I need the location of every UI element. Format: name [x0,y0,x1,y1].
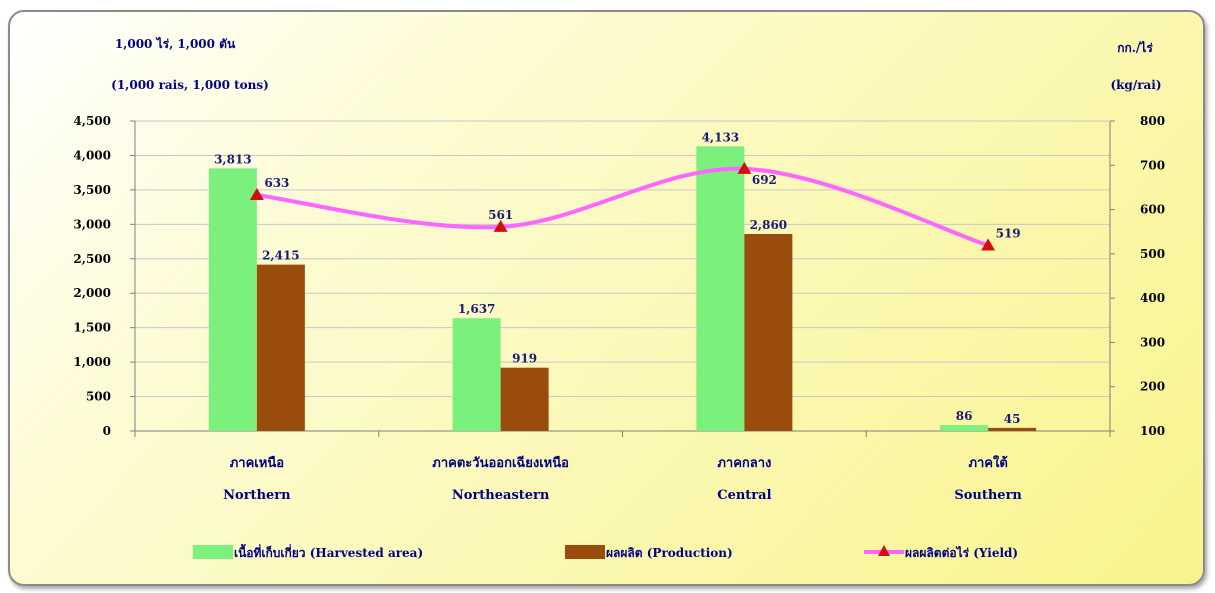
yield-point-marker [493,219,508,232]
yield-data-label: 692 [752,173,777,187]
category-label-th: ภาคเหนือ [230,455,284,471]
right-axis-tick-label: 400 [1140,291,1165,305]
right-axis-tick-label: 100 [1140,424,1165,438]
yield-point-marker [981,238,996,251]
right-axis-tick-label: 300 [1140,335,1165,349]
left-axis-tick-label: 1,500 [73,321,111,335]
category-label-en: Northeastern [452,488,550,503]
right-axis-tick-label: 200 [1140,380,1165,394]
bar-production [256,264,305,431]
right-unit-line2: (kg/rai) [1110,78,1161,92]
bar-data-label: 2,860 [750,218,788,232]
category-label-th: ภาคใต้ [968,454,1007,471]
bar-production [744,233,793,431]
left-unit-line2: (1,000 rais, 1,000 tons) [111,78,269,92]
bar-data-label: 2,415 [262,249,300,263]
bar-harvested [452,318,501,431]
legend-label-yield: ผลผลิตต่อไร่ (Yield) [905,545,1018,560]
legend-label-harvested: เนื้อที่เก็บเกี่ยว (Harvested area) [234,543,423,560]
left-axis-tick-label: 500 [86,390,111,404]
category-label-en: Northern [223,488,291,503]
right-axis-tick-label: 600 [1140,203,1165,217]
bar-data-label: 45 [1004,412,1021,426]
bar-data-label: 919 [512,352,537,366]
category-label-en: Southern [954,488,1022,503]
left-axis-tick-label: 0 [103,424,111,438]
bar-data-label: 4,133 [702,130,740,144]
category-label-th: ภาคตะวันออกเฉียงเหนือ [432,455,569,471]
legend-swatch-harvested [193,545,233,559]
chart-frame [8,10,1205,586]
left-axis-tick-label: 2,500 [73,252,111,266]
bar-data-label: 1,637 [458,302,496,316]
yield-line [249,161,996,251]
category-label-th: ภาคกลาง [717,456,771,471]
bar-production [500,367,549,431]
bar-harvested [208,168,257,431]
data-labels: 3,813 1,637 4,133 86 2,415 919 2,860 45 633 561 69… [214,130,1021,426]
right-axis-tick-label: 500 [1140,247,1165,261]
bar-data-label: 3,813 [214,152,252,166]
right-unit-line1: กก./ไร่ [1117,40,1153,55]
left-axis-tick-label: 3,000 [73,217,111,231]
legend: เนื้อที่เก็บเกี่ยว (Harvested area) ผลผล… [193,543,1018,560]
axes: 0 500 1,000 1,500 2,000 2,500 3,000 3,500 4,000 4… [73,114,1165,503]
bars [208,146,1037,431]
bar-data-label: 86 [956,409,973,423]
legend-label-production: ผลผลิต (Production) [606,546,733,560]
yield-data-label: 633 [264,176,289,190]
legend-triangle-marker-icon [878,545,890,556]
bar-production [988,427,1037,431]
yield-line-path [256,166,989,248]
legend-swatch-production [565,545,605,559]
yield-point-marker [737,161,752,174]
category-label-en: Central [717,488,771,503]
left-axis-tick-label: 4,500 [73,114,111,128]
yield-data-label: 561 [488,208,513,222]
bar-harvested [696,146,745,431]
yield-data-label: 519 [996,226,1021,240]
left-axis-tick-label: 3,500 [73,183,111,197]
right-axis-tick-label: 800 [1140,114,1165,128]
bar-harvested [940,425,989,431]
yield-point-marker [249,187,264,200]
left-unit-line1: 1,000 ไร่, 1,000 ตัน [115,36,236,51]
right-axis-tick-label: 700 [1140,158,1165,172]
left-axis-tick-label: 1,000 [73,355,111,369]
left-axis-tick-label: 2,000 [73,286,111,300]
left-axis-tick-label: 4,000 [73,148,111,162]
